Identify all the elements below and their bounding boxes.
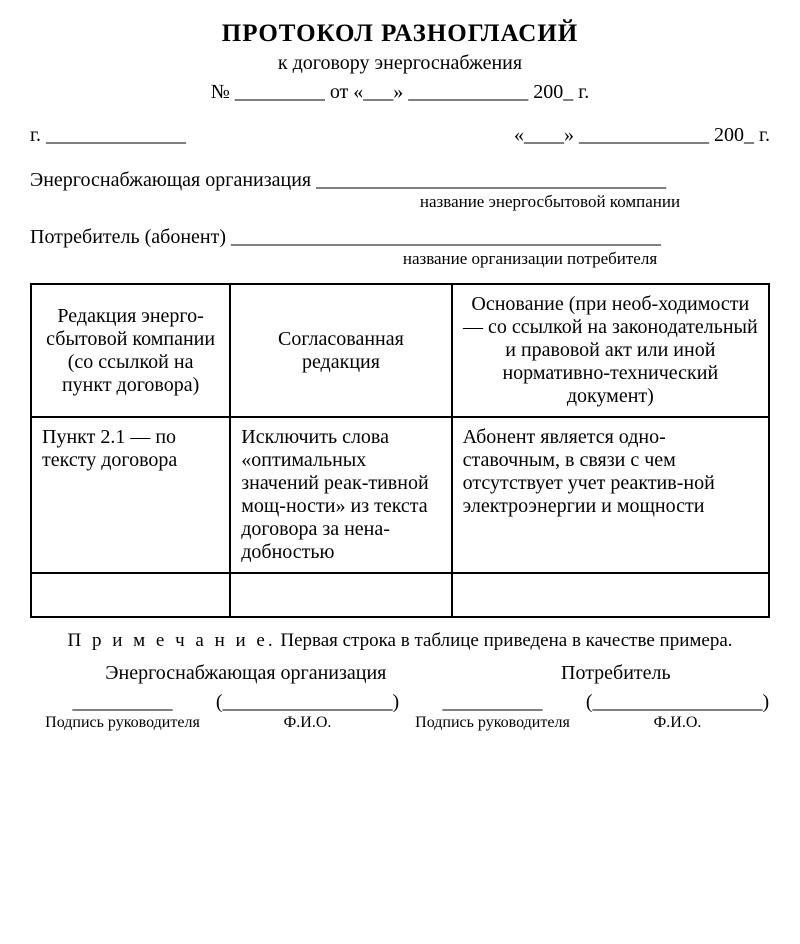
sig-line-2: (_________________)	[215, 691, 400, 714]
date-field: «____» _____________ 200_ г.	[514, 124, 770, 147]
table-cell	[31, 573, 230, 617]
sig-line-3: __________	[400, 691, 585, 714]
table-cell	[230, 573, 451, 617]
sig-line-1: __________	[30, 691, 215, 714]
sig-cap-4: Ф.И.О.	[585, 714, 770, 732]
signature-captions-row: Подпись руководителя Ф.И.О. Подпись руко…	[30, 714, 770, 732]
sig-title-org: Энергоснабжающая организация	[30, 662, 462, 685]
city-field: г. ______________	[30, 124, 186, 147]
org-caption: название энергосбытовой компании	[330, 192, 770, 212]
table-cell: Абонент является одно-ставочным, в связи…	[452, 417, 769, 573]
note-label: П р и м е ч а н и е.	[67, 630, 275, 651]
sig-cap-3: Подпись руководителя	[400, 714, 585, 732]
consumer-caption: название организации потребителя	[290, 249, 770, 269]
signature-titles-row: Энергоснабжающая организация Потребитель	[30, 662, 770, 685]
doc-subtitle: к договору энергоснабжения	[30, 52, 770, 75]
table-cell	[452, 573, 769, 617]
doc-title: ПРОТОКОЛ РАЗНОГЛАСИЙ	[30, 20, 770, 48]
org-label-line: Энергоснабжающая организация ___________…	[30, 169, 770, 192]
table-cell: Пункт 2.1 — по тексту договора	[31, 417, 230, 573]
doc-number-line: № _________ от «___» ____________ 200_ г…	[30, 81, 770, 104]
table-col-3: Основание (при необ-ходимости — со ссылк…	[452, 284, 769, 417]
table-row: Пункт 2.1 — по тексту договора Исключить…	[31, 417, 769, 573]
note-line: П р и м е ч а н и е. Первая строка в таб…	[30, 630, 770, 652]
consumer-block: Потребитель (абонент) __________________…	[30, 226, 770, 269]
sig-line-4: (_________________)	[585, 691, 770, 714]
table-header-row: Редакция энерго-сбытовой компании (со сс…	[31, 284, 769, 417]
consumer-label-line: Потребитель (абонент) __________________…	[30, 226, 770, 249]
city-date-row: г. ______________ «____» _____________ 2…	[30, 124, 770, 147]
table-col-2: Согласованная редакция	[230, 284, 451, 417]
sig-title-consumer: Потребитель	[462, 662, 770, 685]
sig-cap-1: Подпись руководителя	[30, 714, 215, 732]
table-row	[31, 573, 769, 617]
signature-lines-row: __________ (_________________) _________…	[30, 691, 770, 714]
sig-cap-2: Ф.И.О.	[215, 714, 400, 732]
org-block: Энергоснабжающая организация ___________…	[30, 169, 770, 212]
disagreements-table: Редакция энерго-сбытовой компании (со сс…	[30, 283, 770, 618]
table-cell: Исключить слова «оптимальных значений ре…	[230, 417, 451, 573]
note-text: Первая строка в таблице приведена в каче…	[280, 630, 732, 651]
table-col-1: Редакция энерго-сбытовой компании (со сс…	[31, 284, 230, 417]
